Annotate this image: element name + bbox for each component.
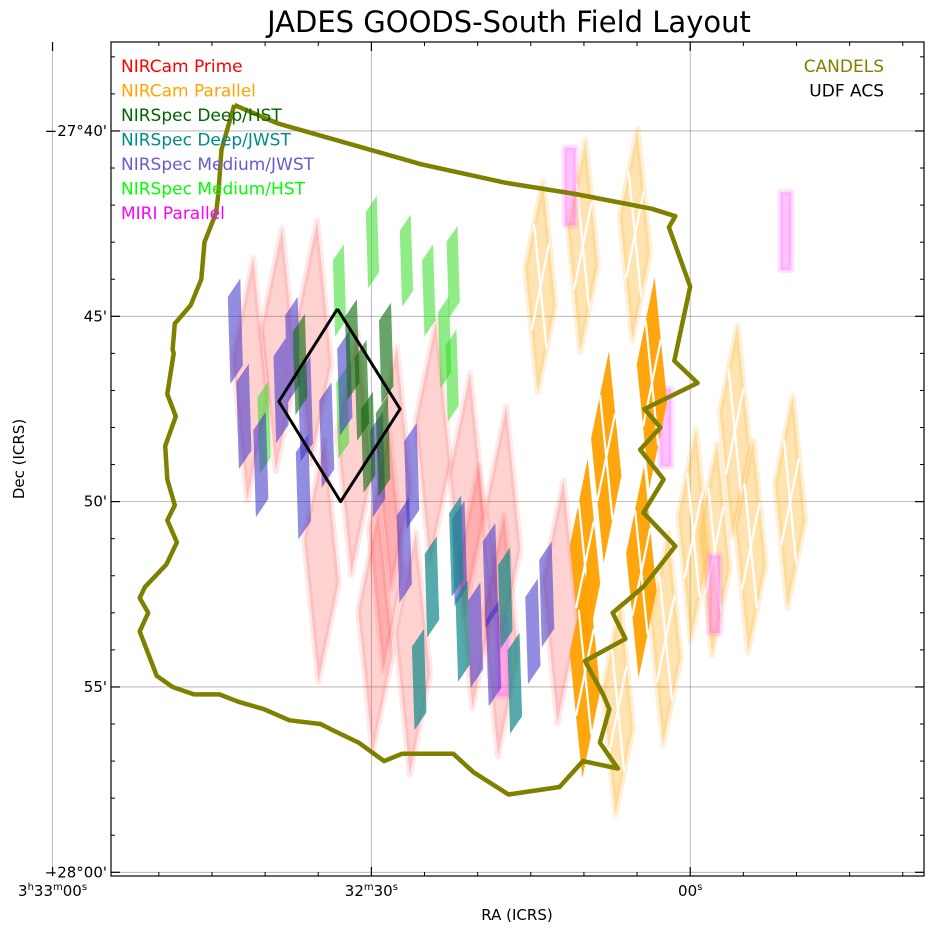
y-tick-label: 55' [84, 678, 107, 696]
nirspec-deep-hst-footprint [375, 395, 391, 497]
nirspec-medium-jwst-footprint [295, 434, 311, 540]
nirspec-medium-hst-footprint [365, 196, 380, 289]
legend-entry: NIRCam Prime [121, 57, 243, 77]
nirspec-medium-hst-footprint [399, 214, 414, 307]
nircam-parallel-footprint-gap [574, 628, 596, 716]
nircam-parallel-footprint-light-gap [780, 457, 801, 546]
y-tick-label: 50' [84, 493, 107, 511]
nirspec-medium-jwst-footprint [227, 278, 243, 384]
legend-entry: UDF ACS [809, 82, 884, 102]
legend-entry: CANDELS [804, 57, 884, 77]
x-tick-label: 3h33m00s [18, 882, 87, 900]
nirspec-deep-jwst-footprint [498, 547, 513, 649]
footprints [227, 125, 809, 818]
axis-tick-labels: 3h33m00s 32m30s 00s −27°40' 45' 50' 55' −28°00' [18, 122, 702, 900]
nircam-parallel-footprint-light-gap [655, 594, 676, 683]
y-axis-label: Dec (ICRS) [10, 419, 28, 499]
outlines [137, 102, 700, 797]
x-tick-label: 00s [678, 882, 702, 900]
nircam-parallel-footprint-light-gap [724, 387, 745, 475]
nirspec-medium-jwst-footprint [236, 363, 252, 470]
nirspec-medium-hst-footprint [332, 244, 347, 337]
x-axis-label: RA (ICRS) [481, 906, 552, 924]
legend-instruments: NIRCam Prime NIRCam Parallel NIRSpec Deep/… [121, 57, 315, 224]
nirspec-deep-hst-footprint [292, 313, 308, 415]
miri-parallel-footprint [561, 144, 579, 229]
nirspec-medium-jwst-footprint [468, 582, 484, 688]
x-tick-label: 32m30s [345, 882, 398, 900]
nircam-prime-footprint [355, 507, 396, 756]
nirspec-deep-jwst-footprint [424, 536, 440, 638]
nirspec-medium-jwst-footprint [525, 578, 541, 685]
nircam-parallel-footprint-light-gap [572, 202, 593, 290]
nirspec-medium-jwst-footprint [486, 600, 502, 707]
nirspec-medium-hst-footprint [422, 244, 436, 337]
plot-frame [110, 41, 925, 877]
grid-lines [52, 42, 924, 876]
nircam-parallel-footprint-gap [574, 520, 596, 609]
nircam-prime-footprint [301, 436, 342, 686]
miri-parallel-footprint [777, 189, 795, 273]
legend-entry: NIRSpec Medium/JWST [121, 155, 315, 175]
nirspec-medium-jwst-footprint [539, 541, 555, 647]
nircam-parallel-footprint-light-gap [530, 242, 551, 331]
y-tick-label: −28°00' [45, 863, 107, 881]
nirspec-medium-hst-footprint [446, 225, 460, 318]
legend-entry: NIRSpec Medium/HST [121, 180, 306, 200]
nircam-parallel-footprint-light-gap [607, 665, 628, 753]
y-tick-label: −27°40' [45, 122, 107, 140]
chart-title: JADES GOODS-South Field Layout [265, 5, 751, 39]
legend-entry: NIRSpec Deep/HST [121, 106, 282, 126]
legend-entry: MIRI Parallel [121, 204, 225, 224]
nirspec-medium-jwst-footprint [319, 382, 335, 488]
candels-outline [137, 102, 700, 797]
nirspec-medium-hst-footprint [445, 329, 459, 422]
legend-outlines: CANDELS UDF ACS [804, 57, 884, 102]
legend-entry: NIRCam Parallel [121, 82, 256, 102]
nircam-parallel-footprint-light-gap [704, 506, 725, 594]
legend-entry: NIRSpec Deep/JWST [121, 131, 291, 151]
nircam-parallel-footprint-light-gap [740, 502, 761, 590]
nircam-parallel-footprint-light-gap [683, 491, 704, 579]
nircam-parallel-footprint-gap [631, 528, 652, 616]
nirspec-deep-jwst-footprint [507, 632, 523, 734]
nirspec-deep-jwst-footprint [449, 495, 464, 597]
nirspec-medium-jwst-footprint [396, 497, 412, 603]
udf-acs-outline [277, 308, 402, 504]
nirspec-deep-jwst-footprint [455, 580, 470, 682]
y-tick-label: 45' [84, 307, 107, 325]
nirspec-medium-jwst-footprint [482, 523, 498, 629]
nirspec-medium-jwst-footprint [273, 337, 289, 444]
axis-ticks [51, 42, 924, 876]
nircam-parallel-footprint-gap [596, 413, 617, 501]
nirspec-medium-jwst-footprint [253, 411, 269, 518]
nirspec-deep-hst-footprint [354, 339, 370, 441]
miri-parallel-footprint [706, 552, 724, 637]
nirspec-deep-jwst-footprint [411, 629, 427, 731]
